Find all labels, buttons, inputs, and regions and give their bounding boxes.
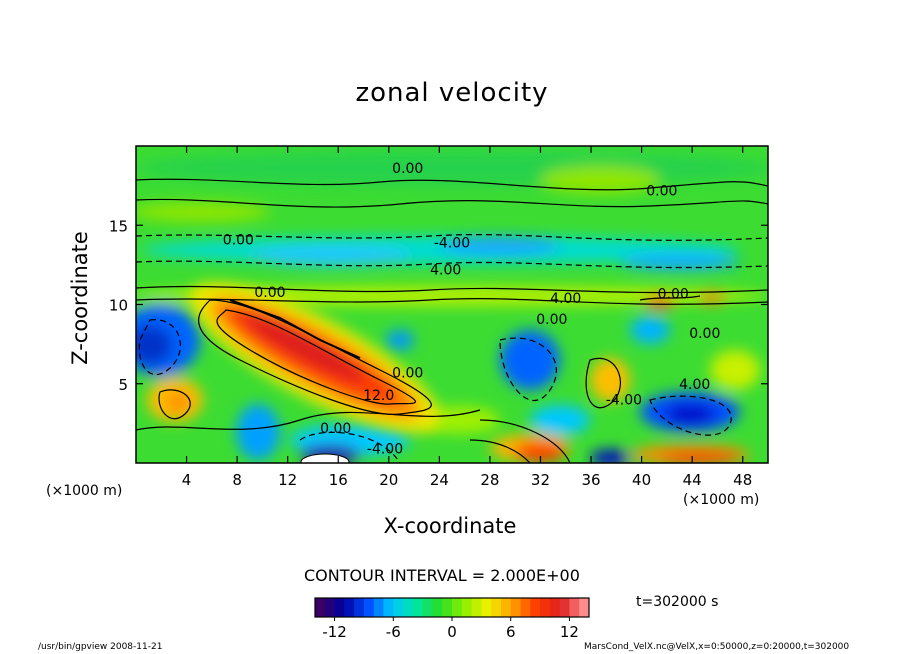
colorbar-tick-label: -6 [386,623,401,641]
colorbar-swatch [334,598,345,617]
x-tick-label: 28 [480,471,499,489]
contour-label: 0.00 [536,312,567,328]
colorbar-swatch [530,598,541,617]
contour-label: 4.00 [679,377,710,393]
colorbar-swatch [510,598,521,617]
contour-label: 12.0 [363,388,394,404]
colorbar-swatch [324,598,336,617]
footer-right-text: MarsCond_VelX.nc@VelX,x=0:50000,z=0:2000… [584,642,850,652]
y-axis-label: Z-coordinate [68,231,92,365]
colorbar-tick-label: -12 [322,623,347,641]
x-axis-unit-left: (×1000 m) [46,483,123,499]
contour-label: 4.00 [430,263,461,279]
colorbar-swatch [520,598,531,617]
colorbar-swatch [354,598,365,617]
x-tick-label: 12 [278,471,297,489]
x-tick-label: 16 [329,471,348,489]
colorbar-swatch [559,598,570,617]
y-axis-ticks: 5 10 15 [109,217,768,394]
contour-label: 0.00 [689,326,720,342]
colorbar-swatch [412,598,424,617]
colorbar-swatch [363,598,375,617]
x-tick-label: 32 [531,471,550,489]
contour-label: 0.00 [392,366,423,382]
colorbar-swatch [569,598,580,617]
colorbar [314,597,590,618]
y-tick-label: 15 [109,217,128,235]
colorbar-ticks: -12 -6 0 6 12 [322,617,579,641]
colorbar-swatch [491,598,502,617]
heatmap-field [136,146,768,463]
colorbar-swatch [549,598,561,617]
contour-label: -4.00 [606,393,642,409]
x-tick-label: 36 [581,471,600,489]
contour-label: 0.00 [320,421,351,437]
x-tick-label: 48 [733,471,752,489]
contour-label: 0.00 [658,286,689,302]
colorbar-swatch [383,598,394,617]
x-tick-label: 44 [683,471,702,489]
colorbar-swatch [579,598,590,617]
colorbar-swatch [373,598,384,617]
y-tick-label: 5 [118,376,128,394]
contour-label: 0.00 [646,183,677,199]
colorbar-swatch [500,598,512,617]
colorbar-swatch [442,598,453,617]
contour-label: 0.00 [392,161,423,177]
colorbar-swatch [344,598,355,617]
x-axis-ticks: 4 8 12 16 20 24 28 32 36 40 44 48 [182,146,752,489]
colorbar-swatch [422,598,433,617]
colorbar-tick-label: 6 [506,623,516,641]
contour-label: 4.00 [550,291,581,307]
contour-label: 0.00 [254,285,285,301]
colorbar-swatch [403,598,414,617]
colorbar-swatch [481,598,492,617]
contour-interval-label: CONTOUR INTERVAL = 2.000E+00 [304,566,580,585]
colorbar-swatch [461,598,473,617]
contour-label: -4.00 [434,236,470,252]
x-tick-label: 20 [379,471,398,489]
colorbar-swatch [452,598,463,617]
x-tick-label: 40 [632,471,651,489]
x-axis-unit-right: (×1000 m) [683,492,760,508]
footer-left-text: /usr/bin/gpview 2008-11-21 [38,642,163,652]
contour-label: -4.00 [367,442,403,458]
colorbar-swatch [432,598,443,617]
contour-label: 0.00 [223,233,254,249]
y-tick-label: 10 [109,297,128,315]
x-axis-label: X-coordinate [383,514,517,538]
time-label: t=302000 s [636,594,719,610]
colorbar-swatch [540,598,551,617]
chart-title: zonal velocity [355,78,549,108]
colorbar-tick-label: 0 [447,623,457,641]
colorbar-tick-label: 12 [560,623,579,641]
x-tick-label: 4 [182,471,192,489]
colorbar-swatch [393,598,404,617]
colorbar-swatch [471,598,482,617]
colorbar-swatch [315,598,326,617]
x-tick-label: 8 [232,471,242,489]
x-tick-label: 24 [430,471,449,489]
contour-labels: 0.00 0.00 0.00 -4.00 4.00 0.00 4.00 0.00 0.00 0.0… [223,161,721,458]
